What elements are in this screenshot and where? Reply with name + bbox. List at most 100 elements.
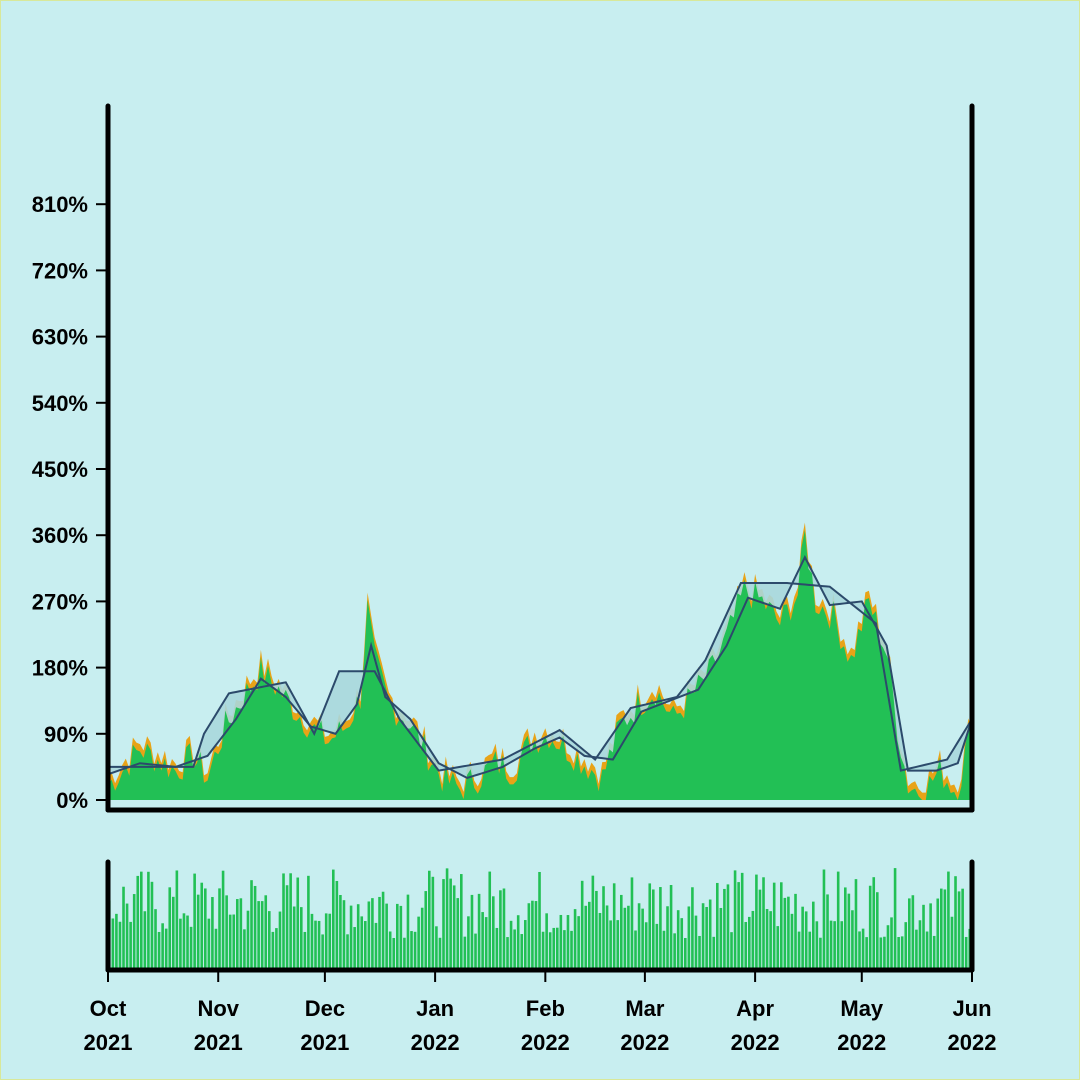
volume-bar [349, 905, 353, 968]
volume-bar [708, 899, 712, 968]
volume-bar [886, 925, 890, 968]
volume-bar [456, 898, 460, 968]
volume-bar [467, 916, 470, 968]
volume-bar [204, 888, 207, 968]
x-tick-year: 2022 [948, 1030, 997, 1055]
volume-bar [342, 900, 346, 968]
volume-bar [328, 913, 332, 968]
volume-bar [669, 885, 673, 968]
volume-bar [154, 909, 157, 968]
volume-bar [954, 876, 957, 968]
volume-bar [602, 886, 605, 968]
y-tick-label: 720% [32, 258, 88, 283]
volume-bar [310, 913, 314, 968]
x-tick-month: May [840, 996, 884, 1021]
volume-bar [879, 937, 883, 968]
volume-bar [890, 917, 893, 968]
volume-bar [854, 879, 858, 968]
volume-bar [157, 931, 161, 968]
volume-bar [324, 913, 328, 968]
volume-bar [804, 911, 808, 968]
volume-bar [691, 887, 694, 968]
volume-bar [381, 891, 385, 968]
volume-bar [957, 891, 961, 968]
volume-bar [868, 885, 872, 968]
volume-bar [132, 894, 136, 968]
volume-bar [883, 936, 886, 968]
volume-bar [470, 894, 474, 968]
volume-bar [797, 931, 801, 968]
volume-bar [417, 916, 420, 968]
volume-bar [495, 927, 499, 968]
volume-bar [278, 911, 282, 968]
volume-bar [143, 911, 147, 968]
volume-bar [303, 931, 307, 968]
volume-bar [356, 904, 360, 968]
volume-bar [481, 912, 484, 968]
volume-bar [620, 894, 623, 968]
volume-bar [527, 903, 531, 968]
x-tick-month: Mar [625, 996, 665, 1021]
volume-bar [175, 870, 179, 968]
x-tick-year: 2022 [837, 1030, 886, 1055]
volume-bar [605, 905, 609, 968]
volume-bar [388, 931, 392, 968]
volume-bar [808, 931, 812, 968]
y-tick-label: 540% [32, 391, 88, 416]
volume-bar [367, 901, 371, 968]
volume-bar [595, 890, 598, 968]
volume-bar [314, 920, 317, 968]
volume-bar [499, 890, 502, 968]
volume-bar [943, 889, 947, 968]
volume-bar [932, 935, 936, 968]
ma-line-2 [108, 582, 973, 772]
volume-bar [591, 875, 595, 968]
volume-bar [452, 885, 456, 968]
volume-bar [762, 877, 765, 968]
volume-bar [861, 928, 865, 968]
volume-bar [616, 920, 620, 968]
volume-bar [488, 871, 492, 968]
volume-bar [790, 913, 794, 968]
price-area-layer [108, 522, 972, 800]
volume-bar [865, 937, 868, 968]
volume-bar [399, 905, 403, 968]
volume-bar [129, 921, 132, 968]
volume-bar [765, 909, 769, 968]
volume-bar [196, 894, 200, 968]
volume-bar [637, 903, 641, 968]
volume-bar [815, 921, 819, 968]
volume-bar [264, 895, 268, 968]
volume-bar [701, 903, 705, 968]
volume-bar [634, 930, 637, 968]
volume-bar [374, 922, 378, 968]
volume-bar [292, 906, 296, 968]
volume-bar [410, 931, 413, 968]
volume-bar [772, 882, 776, 968]
ma-line-1 [107, 555, 973, 780]
volume-bar [936, 898, 940, 968]
volume-bar [260, 901, 264, 968]
volume-bar [189, 926, 193, 968]
volume-bar [851, 910, 854, 968]
volume-bars-layer [108, 868, 972, 968]
volume-bar [897, 937, 900, 968]
volume-bar [246, 910, 250, 968]
volume-bar [748, 916, 751, 968]
volume-bar [541, 931, 545, 968]
volume-bar [705, 906, 708, 968]
volume-bar [531, 900, 534, 968]
x-tick-year: 2022 [521, 1030, 570, 1055]
volume-bar [168, 887, 172, 968]
volume-bar [164, 928, 168, 968]
volume-bar [641, 908, 644, 968]
volume-bar [801, 906, 804, 968]
volume-bar [673, 933, 676, 968]
y-tick-label: 0% [56, 788, 88, 813]
volume-bar [570, 930, 573, 968]
volume-bar [723, 888, 726, 968]
volume-bar [275, 928, 278, 968]
volume-bar [520, 934, 524, 968]
y-tick-label: 180% [32, 656, 88, 681]
